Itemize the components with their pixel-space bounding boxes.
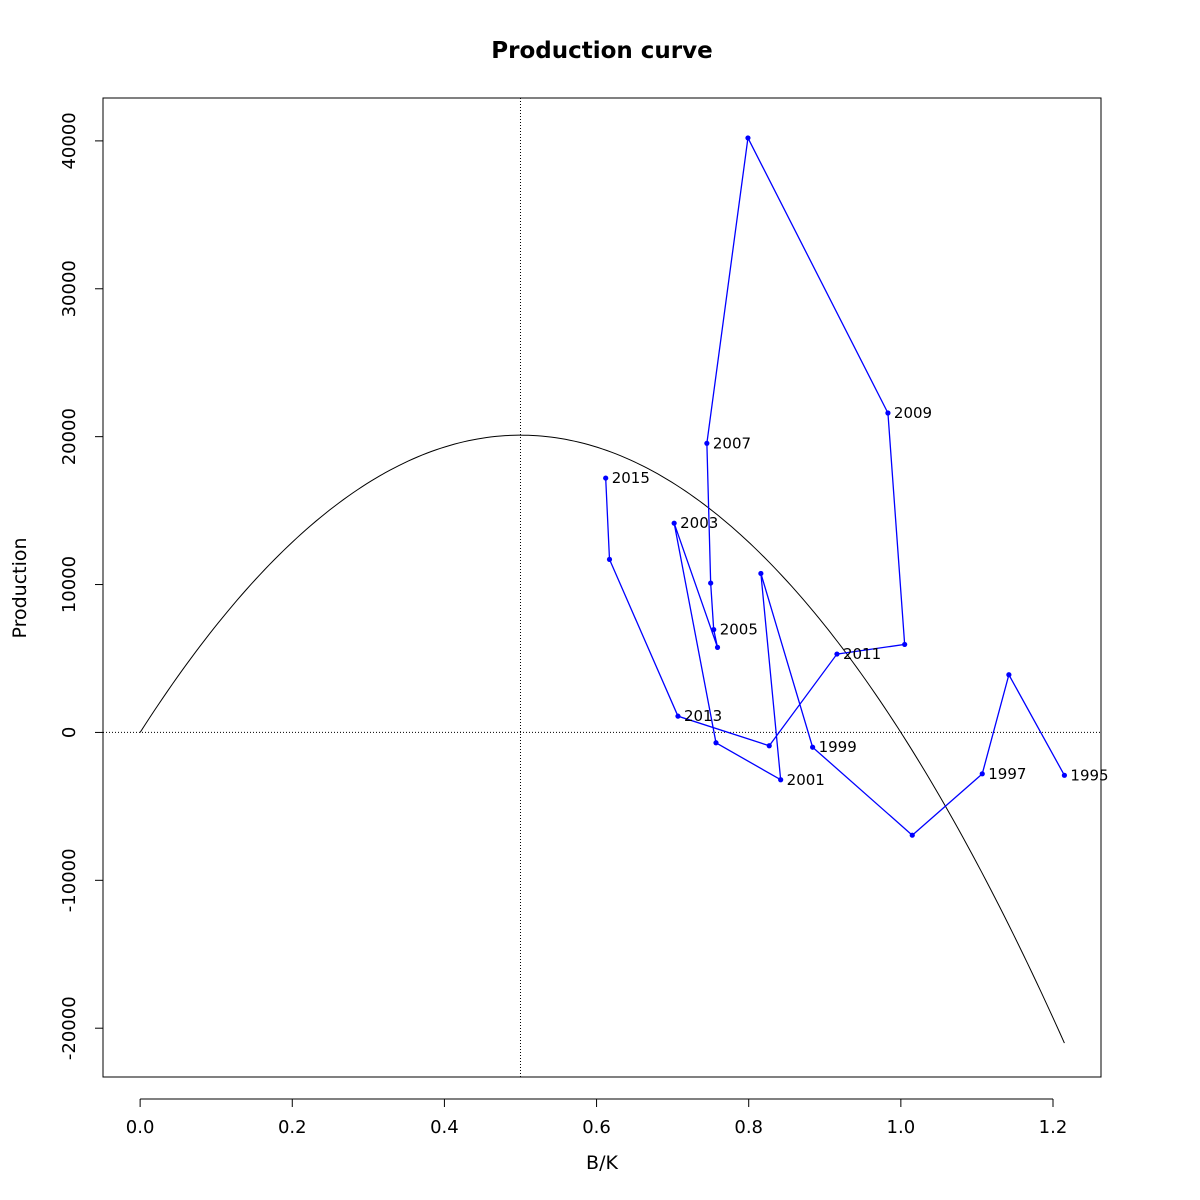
series-layer: 1995 1997 1999 2001 2003 2005 2007 2009 2011 2013… [603, 135, 1109, 838]
x-axis: 0.0 0.2 0.4 0.6 0.8 1.0 1.2 [126, 1098, 1068, 1138]
data-point [834, 651, 840, 657]
data-point [671, 520, 677, 526]
production-curve-line [139, 434, 1065, 1044]
data-point [708, 580, 714, 586]
data-point [714, 644, 721, 650]
x-axis-label: B/K [586, 1152, 618, 1174]
x-tick-label: 0.0 [126, 1117, 155, 1138]
year-label: 2001 [787, 771, 825, 789]
data-point [902, 641, 908, 648]
year-label: 1997 [988, 765, 1026, 783]
data-point [1006, 672, 1012, 678]
data-point [711, 627, 717, 633]
y-tick-label: 20000 [59, 408, 80, 465]
data-point [1061, 772, 1068, 778]
y-tick-label: -10000 [59, 848, 80, 912]
data-point [810, 744, 816, 750]
y-tick-label: -20000 [59, 996, 80, 1060]
data-point [766, 743, 772, 749]
x-tick-label: 1.0 [887, 1117, 916, 1138]
y-axis-label: Production [9, 537, 31, 638]
plot-frame [102, 97, 1102, 1078]
reference-lines [103, 98, 1101, 1077]
data-point [713, 740, 719, 746]
data-point [909, 832, 915, 838]
data-point [704, 440, 710, 446]
y-tick-label: 10000 [59, 556, 80, 613]
data-point [603, 475, 609, 481]
data-point [745, 135, 751, 141]
x-tick-label: 0.8 [734, 1117, 763, 1138]
year-label: 1999 [819, 738, 857, 756]
year-label: 2015 [612, 469, 650, 487]
production-curve-layer [139, 434, 1065, 1044]
data-point [885, 410, 891, 416]
x-tick-label: 0.4 [430, 1117, 459, 1138]
year-label: 2013 [684, 707, 722, 725]
data-point [758, 570, 764, 577]
year-label: 2011 [843, 645, 881, 663]
y-tick-label: 40000 [59, 112, 80, 169]
year-label: 1995 [1070, 766, 1108, 784]
data-point [675, 713, 681, 719]
y-axis: -20000 -10000 0 10000 20000 30000 40000 [59, 112, 104, 1060]
data-point [778, 777, 784, 783]
x-tick-label: 0.6 [582, 1117, 611, 1138]
data-point [979, 771, 985, 777]
data-point [606, 556, 613, 563]
year-label: 2007 [713, 434, 751, 452]
x-tick-label: 0.2 [278, 1117, 307, 1138]
y-tick-label: 30000 [59, 260, 80, 317]
x-tick-label: 1.2 [1039, 1117, 1068, 1138]
year-label: 2003 [680, 514, 718, 532]
chart-title: Production curve [491, 38, 712, 64]
series-line [605, 135, 1065, 837]
year-label: 2005 [720, 621, 758, 639]
y-tick-label: 0 [59, 727, 80, 738]
year-label: 2009 [894, 404, 932, 422]
